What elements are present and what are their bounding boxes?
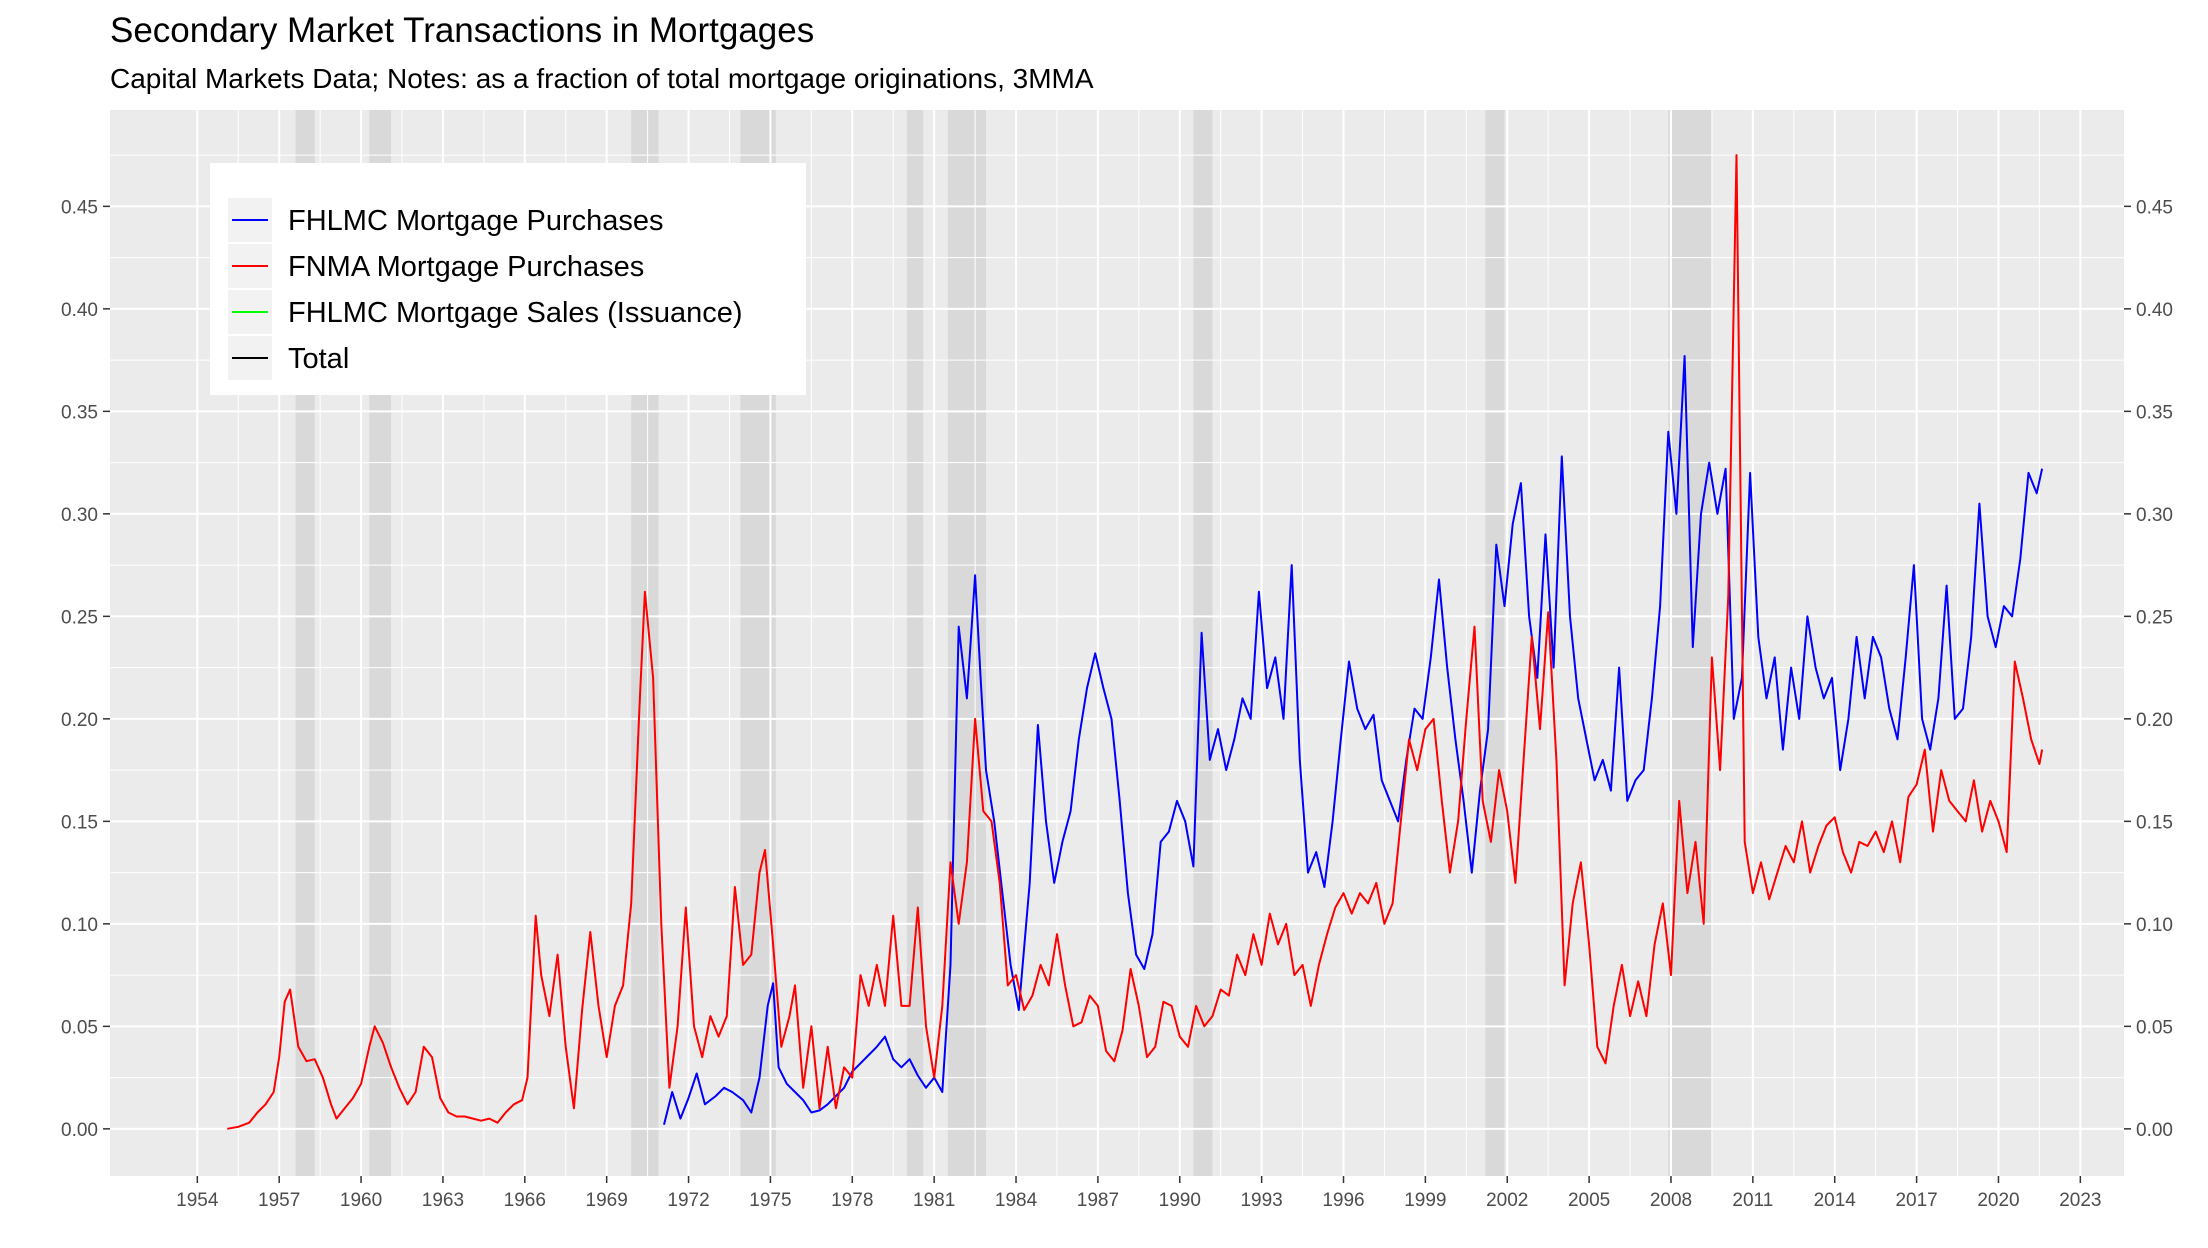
legend-label: FHLMC Mortgage Purchases [288, 205, 664, 237]
recession-band [1485, 110, 1505, 1176]
legend-label: FNMA Mortgage Purchases [288, 251, 644, 283]
grid [110, 110, 2124, 1176]
x-tick-label: 1960 [340, 1190, 382, 1211]
series-line-fnma-mortgage-purchases [227, 154, 2044, 1130]
x-tick-label: 1981 [913, 1190, 955, 1211]
y-tick-label-right: 0.35 [2136, 402, 2173, 423]
y-tick-label-left: 0.00 [61, 1120, 98, 1141]
x-tick-label: 1969 [586, 1190, 628, 1211]
legend: FHLMC Mortgage Purchases FNMA Mortgage Pu… [210, 163, 806, 395]
x-tick-label: 1990 [1159, 1190, 1201, 1211]
x-tick-label: 1966 [504, 1190, 546, 1211]
y-tick-label-right: 0.05 [2136, 1017, 2173, 1038]
y-tick-label-left: 0.45 [61, 197, 98, 218]
x-tick-label: 2002 [1486, 1190, 1528, 1211]
y-tick-label-left: 0.15 [61, 812, 98, 833]
chart-title: Secondary Market Transactions in Mortgag… [110, 11, 815, 50]
recession-band [906, 110, 924, 1176]
y-tick-label-right: 0.25 [2136, 607, 2173, 628]
x-tick-label: 1963 [422, 1190, 464, 1211]
x-tick-label: 1987 [1077, 1190, 1119, 1211]
y-tick-label-right: 0.45 [2136, 197, 2173, 218]
y-tick-label-left: 0.30 [61, 505, 98, 526]
y-tick-label-left: 0.35 [61, 402, 98, 423]
x-tick-label: 2005 [1568, 1190, 1610, 1211]
recession-band [947, 110, 987, 1176]
x-tick-label: 1996 [1322, 1190, 1364, 1211]
chart-subtitle: Capital Markets Data; Notes: as a fracti… [110, 63, 1094, 94]
series-line-fhlmc-mortgage-purchases [663, 355, 2044, 1126]
x-tick-label: 2008 [1650, 1190, 1692, 1211]
y-tick-label-right: 0.20 [2136, 710, 2173, 731]
y-tick-label-left: 0.20 [61, 710, 98, 731]
x-tick-label: 1999 [1404, 1190, 1446, 1211]
y-tick-label-left: 0.10 [61, 915, 98, 936]
legend-box [210, 163, 806, 395]
x-tick-label: 1975 [749, 1190, 791, 1211]
x-tick-label: 2017 [1895, 1190, 1937, 1211]
series-lines [227, 154, 2044, 1130]
axes: 1954 1957 1960 1963 1966 1969 1972 1975 1978 1981… [61, 197, 2173, 1211]
x-tick-label: 1984 [995, 1190, 1038, 1211]
y-tick-label-left: 0.25 [61, 607, 98, 628]
y-tick-label-right: 0.00 [2136, 1120, 2173, 1141]
y-tick-label-right: 0.15 [2136, 812, 2173, 833]
legend-label: FHLMC Mortgage Sales (Issuance) [288, 297, 743, 329]
y-tick-label-left: 0.40 [61, 300, 98, 321]
recession-band [1668, 110, 1712, 1176]
y-tick-label-left: 0.05 [61, 1017, 98, 1038]
x-tick-label: 1972 [667, 1190, 709, 1211]
x-tick-label: 2023 [2059, 1190, 2101, 1211]
x-tick-label: 1954 [176, 1190, 219, 1211]
x-tick-label: 1978 [831, 1190, 873, 1211]
x-tick-label: 2014 [1814, 1190, 1857, 1211]
legend-label: Total [288, 343, 349, 375]
x-tick-label: 1957 [258, 1190, 300, 1211]
x-tick-label: 2011 [1732, 1190, 1773, 1211]
x-tick-label: 1993 [1240, 1190, 1282, 1211]
y-tick-label-right: 0.30 [2136, 505, 2173, 526]
y-tick-label-right: 0.10 [2136, 915, 2173, 936]
y-tick-label-right: 0.40 [2136, 300, 2173, 321]
x-tick-label: 2020 [1977, 1190, 2019, 1211]
